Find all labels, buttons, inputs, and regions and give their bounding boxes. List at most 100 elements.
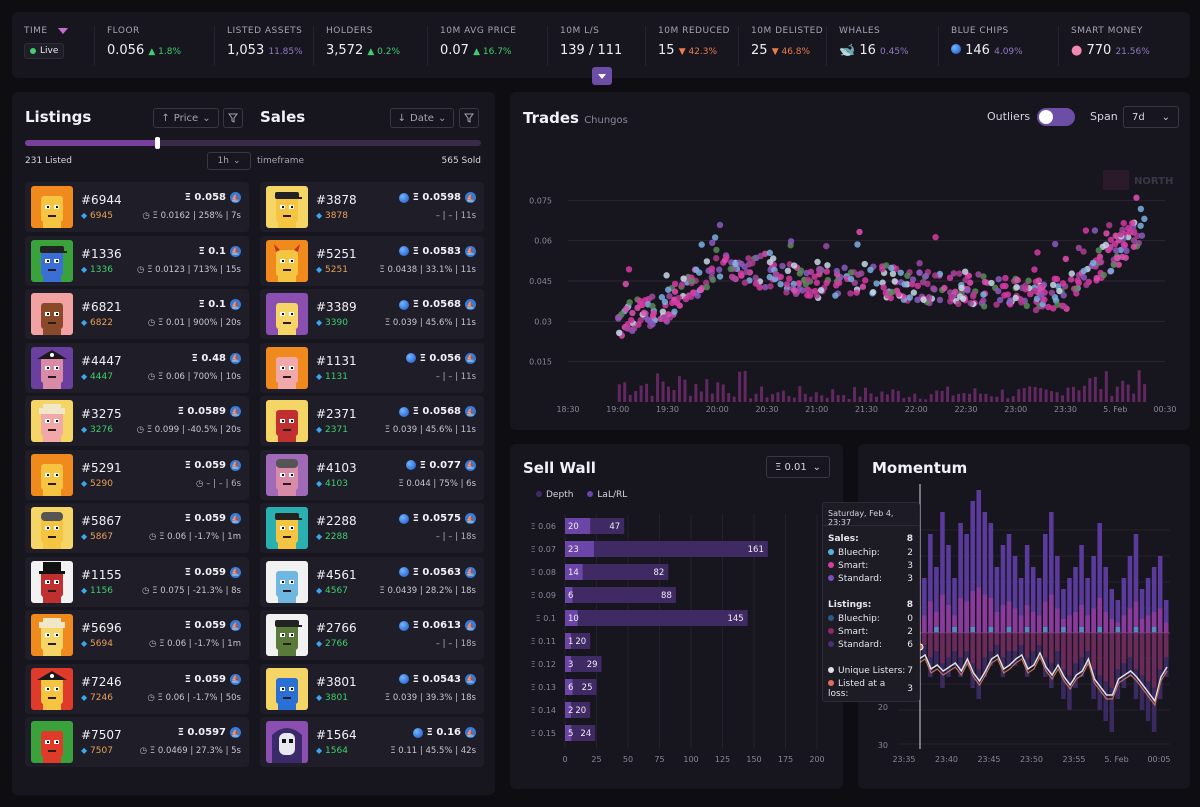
marketplace-icon[interactable]: ⛵ bbox=[465, 673, 476, 685]
sales-card[interactable]: #1564 ◆ 1564 Ξ 0.16 ⛵ Ξ 0.11 | 45.5% | 42s bbox=[260, 717, 484, 767]
listings-card[interactable]: #6821 ◆ 6822 Ξ 0.1 ⛵ ◷ Ξ 0.01 | 900% | 20s bbox=[25, 289, 249, 339]
token-id[interactable]: #1155 bbox=[81, 567, 122, 582]
avatar[interactable] bbox=[266, 186, 308, 228]
marketplace-icon[interactable]: ⛵ bbox=[465, 192, 476, 203]
token-id[interactable]: #4447 bbox=[81, 353, 122, 368]
marketplace-icon[interactable]: ⛵ bbox=[465, 352, 476, 364]
legend-depth[interactable]: Depth bbox=[536, 490, 573, 500]
token-id[interactable]: #2766 bbox=[316, 621, 357, 635]
marketplace-icon[interactable]: ⛵ bbox=[230, 673, 241, 685]
marketplace-icon[interactable]: ⛵ bbox=[465, 513, 476, 524]
trades-chart[interactable]: NORTH 0.015 0.03 0.045 0.06 0.075 18:30 19:00 1… bbox=[510, 92, 1190, 430]
avatar[interactable] bbox=[31, 507, 73, 549]
listings-card[interactable]: #5696 ◆ 5694 Ξ 0.059 ⛵ ◷ Ξ 0.06 | -1.7% | 1m bbox=[25, 610, 249, 660]
token-id[interactable]: #5696 bbox=[81, 621, 122, 635]
expand-stats-button[interactable] bbox=[592, 67, 612, 85]
listings-filter-button[interactable] bbox=[223, 108, 243, 128]
token-id[interactable]: #5251 bbox=[316, 246, 357, 261]
token-id[interactable]: #5291 bbox=[81, 460, 122, 475]
token-id[interactable]: #4561 bbox=[316, 567, 357, 582]
avatar[interactable] bbox=[31, 400, 73, 442]
marketplace-icon[interactable]: ⛵ bbox=[465, 620, 476, 631]
marketplace-icon[interactable]: ⛵ bbox=[230, 513, 241, 524]
avatar[interactable] bbox=[266, 346, 308, 389]
marketplace-icon[interactable]: ⛵ bbox=[230, 566, 241, 578]
sales-card[interactable]: #2371 ◆ 2371 Ξ 0.0568 ⛵ Ξ 0.039 | 45.6% | 11… bbox=[260, 396, 484, 446]
avatar[interactable] bbox=[31, 346, 73, 389]
sales-card[interactable]: #3801 ◆ 3801 Ξ 0.0543 ⛵ Ξ 0.039 | 39.3% | 18… bbox=[260, 663, 484, 714]
marketplace-icon[interactable]: ⛵ bbox=[230, 406, 241, 417]
legend-lal[interactable]: LaL/RL bbox=[587, 490, 627, 500]
sales-card[interactable]: #2766 ◆ 2766 Ξ 0.0613 ⛵ – | – | 18s bbox=[260, 610, 484, 660]
sales-card[interactable]: #1131 ◆ 1131 Ξ 0.056 ⛵ – | – | 11s bbox=[260, 342, 484, 393]
listings-card[interactable]: #1155 ◆ 1156 Ξ 0.059 ⛵ ◷ Ξ 0.075 | -21.3% | … bbox=[25, 556, 249, 607]
timeframe-select[interactable]: 1h ⌄ bbox=[207, 152, 251, 170]
listings-card[interactable]: #7507 ◆ 7507 Ξ 0.0597 ⛵ ◷ Ξ 0.0469 | 27.3% |… bbox=[25, 717, 249, 767]
marketplace-icon[interactable]: ⛵ bbox=[230, 245, 241, 257]
avatar[interactable] bbox=[31, 721, 73, 763]
marketplace-icon[interactable]: ⛵ bbox=[465, 406, 476, 417]
token-id[interactable]: #7246 bbox=[81, 674, 122, 689]
token-id[interactable]: #3878 bbox=[316, 193, 357, 207]
token-id[interactable]: #1336 bbox=[81, 246, 122, 261]
avatar[interactable] bbox=[31, 453, 73, 496]
marketplace-icon[interactable]: ⛵ bbox=[230, 620, 241, 631]
token-id[interactable]: #6821 bbox=[81, 300, 122, 314]
listings-card[interactable]: #6944 ◆ 6945 Ξ 0.058 ⛵ ◷ Ξ 0.0162 | 258% | 7… bbox=[25, 182, 249, 232]
marketplace-icon[interactable]: ⛵ bbox=[230, 352, 241, 364]
avatar[interactable] bbox=[266, 400, 308, 442]
marketplace-icon[interactable]: ⛵ bbox=[465, 299, 476, 310]
marketplace-icon[interactable]: ⛵ bbox=[230, 192, 241, 203]
marketplace-icon[interactable]: ⛵ bbox=[465, 727, 476, 738]
step-select[interactable]: Ξ 0.01 ⌄ bbox=[766, 456, 830, 478]
listings-card[interactable]: #1336 ◆ 1336 Ξ 0.1 ⛵ ◷ Ξ 0.0123 | 713% | 15s bbox=[25, 235, 249, 286]
avatar[interactable] bbox=[266, 453, 308, 496]
sales-card[interactable]: #4561 ◆ 4567 Ξ 0.0563 ⛵ Ξ 0.0439 | 28.2% | 1… bbox=[260, 556, 484, 607]
sales-card[interactable]: #2288 ◆ 2288 Ξ 0.0575 ⛵ – | – | 18s bbox=[260, 503, 484, 553]
token-id[interactable]: #3275 bbox=[81, 407, 122, 421]
avatar[interactable] bbox=[266, 721, 308, 763]
avatar[interactable] bbox=[31, 186, 73, 228]
listings-card[interactable]: #5291 ◆ 5290 Ξ 0.059 ⛵ ◷ – | – | 6s bbox=[25, 449, 249, 500]
slider-handle[interactable] bbox=[155, 137, 161, 149]
token-id[interactable]: #4103 bbox=[316, 460, 357, 475]
outliers-toggle[interactable] bbox=[1037, 108, 1075, 126]
avatar[interactable] bbox=[266, 507, 308, 549]
token-id[interactable]: #2371 bbox=[316, 407, 357, 421]
sales-card[interactable]: #3878 ◆ 3878 Ξ 0.0598 ⛵ – | – | 11s bbox=[260, 182, 484, 232]
avatar[interactable] bbox=[266, 614, 308, 656]
timeframe-slider[interactable] bbox=[25, 137, 481, 149]
momentum-chart[interactable]: 20 30 23:35 23:40 23:45 23:50 23:55 5. Feb 00:05 bbox=[858, 444, 1190, 789]
avatar[interactable] bbox=[31, 239, 73, 282]
listings-card[interactable]: #5867 ◆ 5867 Ξ 0.059 ⛵ ◷ Ξ 0.06 | -1.7% | 1m bbox=[25, 503, 249, 553]
sales-filter-button[interactable] bbox=[459, 108, 479, 128]
avatar[interactable] bbox=[266, 667, 308, 710]
token-id[interactable]: #3389 bbox=[316, 300, 357, 314]
marketplace-icon[interactable]: ⛵ bbox=[230, 727, 241, 738]
avatar[interactable] bbox=[266, 560, 308, 603]
live-badge[interactable]: Live bbox=[24, 43, 65, 59]
span-select[interactable]: 7d ⌄ bbox=[1123, 106, 1179, 128]
sales-sort-select[interactable]: ↓ Date ⌄ bbox=[390, 108, 454, 128]
avatar[interactable] bbox=[31, 614, 73, 656]
avatar[interactable] bbox=[31, 293, 73, 335]
avatar[interactable] bbox=[266, 239, 308, 282]
avatar[interactable] bbox=[31, 560, 73, 603]
marketplace-icon[interactable]: ⛵ bbox=[230, 459, 241, 471]
avatar[interactable] bbox=[31, 667, 73, 710]
token-id[interactable]: #1131 bbox=[316, 353, 357, 368]
stat-time[interactable]: TIME Live bbox=[12, 26, 95, 66]
token-id[interactable]: #3801 bbox=[316, 674, 357, 689]
token-id[interactable]: #2288 bbox=[316, 514, 357, 528]
marketplace-icon[interactable]: ⛵ bbox=[465, 245, 476, 257]
marketplace-icon[interactable]: ⛵ bbox=[465, 459, 476, 471]
token-id[interactable]: #5867 bbox=[81, 514, 122, 528]
listings-card[interactable]: #3275 ◆ 3276 Ξ 0.0589 ⛵ ◷ Ξ 0.099 | -40.5% |… bbox=[25, 396, 249, 446]
marketplace-icon[interactable]: ⛵ bbox=[230, 299, 241, 310]
sales-card[interactable]: #3389 ◆ 3390 Ξ 0.0568 ⛵ Ξ 0.039 | 45.6% | 11… bbox=[260, 289, 484, 339]
listings-card[interactable]: #4447 ◆ 4447 Ξ 0.48 ⛵ ◷ Ξ 0.06 | 700% | 10s bbox=[25, 342, 249, 393]
sales-card[interactable]: #5251 ◆ 5251 Ξ 0.0583 ⛵ Ξ 0.0438 | 33.1% | 1… bbox=[260, 235, 484, 286]
listings-sort-select[interactable]: ↑ Price ⌄ bbox=[153, 108, 219, 128]
token-id[interactable]: #7507 bbox=[81, 728, 122, 742]
